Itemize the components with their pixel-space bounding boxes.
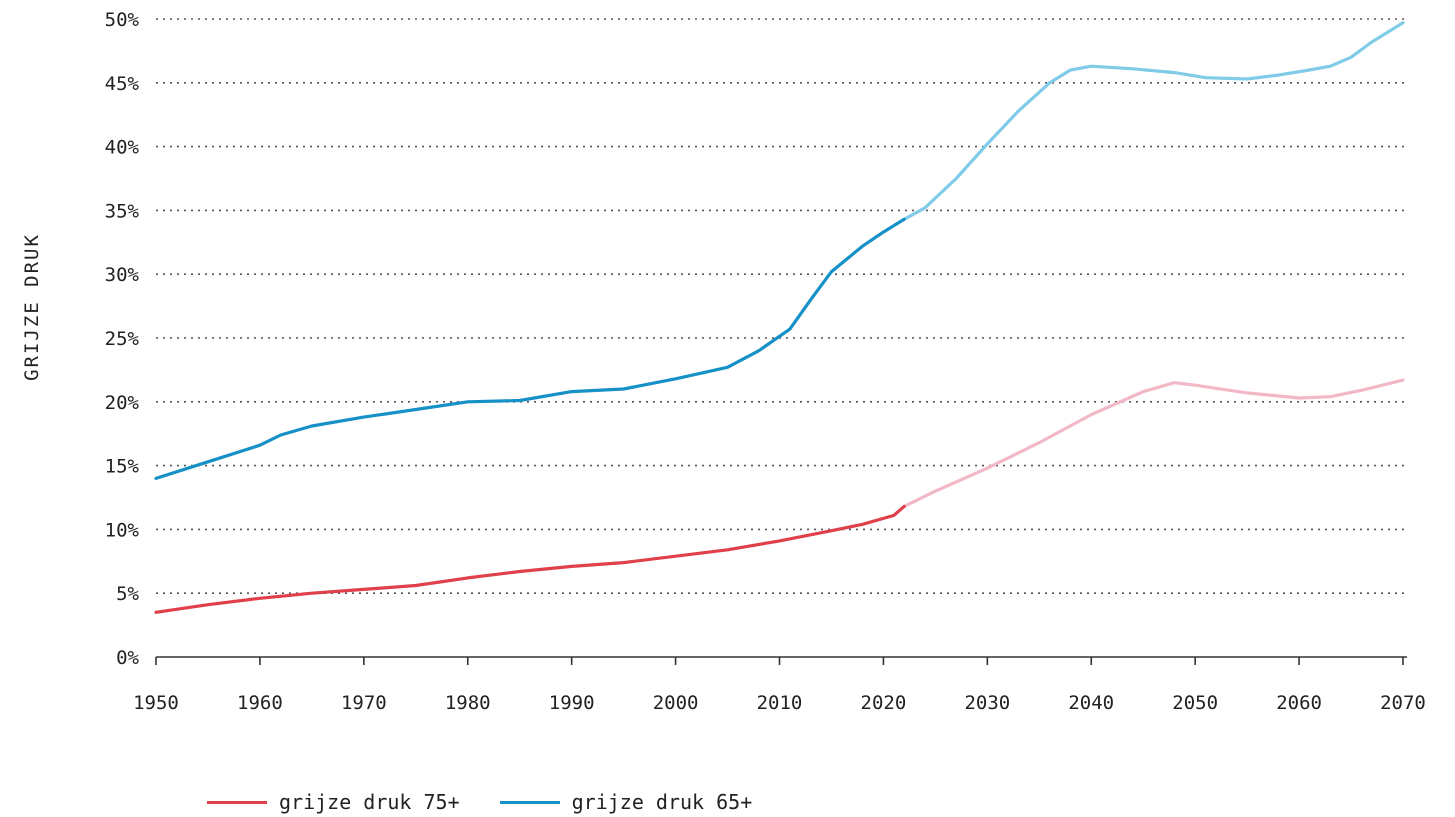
x-tick-label: 2070 [1380, 692, 1426, 714]
y-axis: 0% 5% 10% 15% 20% 25% 30% 35% 40% 45% 50% [105, 9, 140, 669]
gridlines [156, 18, 1407, 595]
series-line-0 [154, 504, 906, 614]
y-tick-label: 15% [105, 456, 140, 478]
x-tick-label: 2020 [861, 692, 907, 714]
series-line-projection-0 [902, 378, 1405, 508]
legend-swatch-75 [207, 800, 267, 804]
y-tick-label: 10% [105, 519, 140, 541]
x-tick-label: 2040 [1068, 692, 1114, 714]
x-tick-label: 2010 [757, 692, 803, 714]
y-tick-label: 50% [105, 9, 140, 31]
y-tick-label: 35% [105, 200, 140, 222]
y-tick-label: 5% [116, 583, 139, 605]
x-tick-label: 1950 [133, 692, 179, 714]
y-tick-label: 30% [105, 264, 140, 286]
series-line-projection-1 [902, 21, 1405, 221]
x-tick-label: 1980 [445, 692, 491, 714]
x-axis: 1950 1960 1970 1980 1990 2000 2010 2020 2030 2040… [133, 656, 1426, 714]
legend-label-65: grijze druk 65+ [571, 790, 753, 814]
legend-item-75: grijze druk 75+ [207, 790, 460, 814]
y-tick-label: 25% [105, 328, 140, 350]
legend-swatch-65 [499, 800, 560, 804]
x-tick-label: 1960 [237, 692, 283, 714]
x-tick-label: 1970 [341, 692, 387, 714]
x-tick-label: 2030 [964, 692, 1010, 714]
legend: grijze druk 75+ grijze druk 65+ [207, 790, 792, 814]
y-tick-label: 0% [116, 647, 139, 669]
y-tick-label: 20% [105, 392, 140, 414]
x-tick-label: 1990 [549, 692, 595, 714]
x-tick-label: 2000 [653, 692, 699, 714]
legend-label-75: grijze druk 75+ [279, 790, 460, 814]
series-line-1 [154, 217, 906, 480]
y-axis-title: GRIJZE DRUK [21, 233, 43, 381]
legend-item-65: grijze druk 65+ [499, 790, 753, 814]
y-tick-label: 45% [105, 73, 140, 95]
y-tick-label: 40% [105, 137, 140, 159]
series-lines [154, 21, 1405, 614]
x-tick-label: 2050 [1172, 692, 1218, 714]
x-tick-label: 2060 [1276, 692, 1322, 714]
